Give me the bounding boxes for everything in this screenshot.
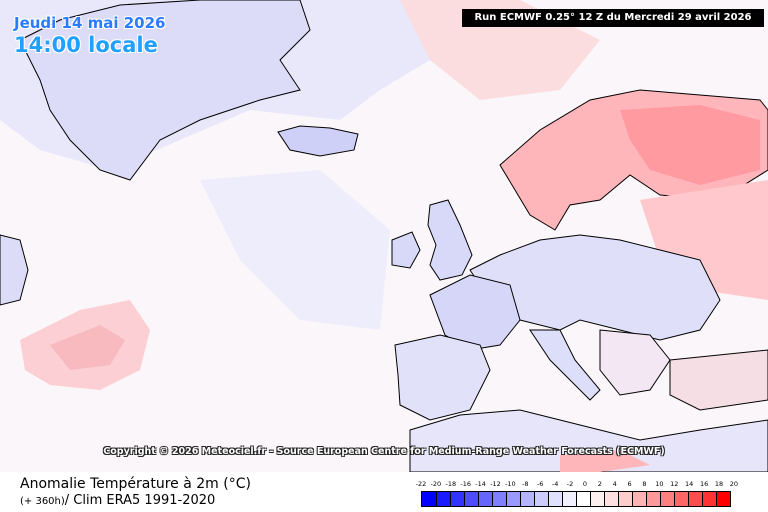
legend-swatch <box>464 492 478 506</box>
legend-label: -18 <box>445 480 457 488</box>
legend-label: 16 <box>699 480 709 488</box>
north-africa <box>409 409 768 472</box>
legend-label: -16 <box>460 480 471 488</box>
legend-swatch <box>702 492 716 506</box>
central-europe <box>469 234 721 341</box>
iceland <box>277 125 359 157</box>
legend-label: -8 <box>522 480 529 488</box>
legend-swatch <box>534 492 548 506</box>
canada-coast <box>0 234 29 306</box>
color-legend <box>421 491 731 507</box>
legend-label: -10 <box>505 480 516 488</box>
legend-swatch <box>632 492 646 506</box>
iberia <box>394 334 491 421</box>
turkey <box>669 349 768 411</box>
legend-label: -4 <box>551 480 559 488</box>
forecast-range: (+ 360h) <box>20 496 65 507</box>
legend-swatch <box>576 492 590 506</box>
legend-labels: -22 -20 -18 -16 -14 -12 -10 -8 -6 -4 -2 0 2 4 6 8 10 12 14… <box>416 480 746 490</box>
legend-label: -22 <box>415 480 427 488</box>
warm-area-east <box>640 180 768 300</box>
legend-label: 6 <box>627 480 632 488</box>
legend-swatch <box>562 492 576 506</box>
cool-area-atlantic-mid <box>200 170 390 330</box>
greenland <box>19 0 311 181</box>
map-subtitle: (+ 360h)/ Clim ERA5 1991-2020 <box>20 493 215 508</box>
legend-swatch <box>436 492 450 506</box>
legend-label: 14 <box>685 480 694 488</box>
forecast-time: 14:00 locale <box>14 33 158 57</box>
legend-label: 2 <box>597 480 602 488</box>
forecast-date: Jeudi 14 mai 2026 <box>14 14 166 32</box>
legend-label: -14 <box>475 480 486 488</box>
legend-swatch <box>646 492 660 506</box>
ireland <box>391 231 421 269</box>
legend-swatch <box>478 492 492 506</box>
legend-label: -2 <box>566 480 574 488</box>
legend-swatch <box>548 492 562 506</box>
italy <box>529 329 601 401</box>
warm-area-libya <box>560 450 650 472</box>
legend-label: 8 <box>642 480 647 488</box>
legend-swatch <box>660 492 674 506</box>
balkans <box>599 329 671 396</box>
legend-swatch <box>688 492 702 506</box>
run-info: Run ECMWF 0.25° 12 Z du Mercredi 29 avri… <box>462 9 764 27</box>
legend-label: 20 <box>729 480 739 488</box>
warm-core-atlantic <box>50 325 125 370</box>
legend-swatch <box>618 492 632 506</box>
copyright-text: Copyright © 2026 Meteociel.fr - Source E… <box>103 446 665 457</box>
legend-swatch <box>492 492 506 506</box>
legend-label: -12 <box>490 480 501 488</box>
legend-swatch <box>520 492 534 506</box>
legend-label: -6 <box>536 480 544 488</box>
legend-swatch <box>506 492 520 506</box>
legend-label: 4 <box>612 480 617 488</box>
legend-label: 10 <box>655 480 664 488</box>
map-title: Anomalie Température à 2m (°C) <box>20 476 251 492</box>
legend-swatch <box>590 492 604 506</box>
legend-label: 0 <box>582 480 587 488</box>
legend-label: 18 <box>714 480 724 488</box>
legend-label: 12 <box>670 480 679 488</box>
legend-label: -20 <box>430 480 442 488</box>
great-britain <box>427 199 473 281</box>
climatology-label: / Clim ERA5 1991-2020 <box>64 493 216 508</box>
anomaly-map <box>0 0 768 472</box>
legend-swatch <box>716 492 730 506</box>
legend-swatch <box>604 492 618 506</box>
legend-swatch <box>422 492 436 506</box>
legend-swatch <box>450 492 464 506</box>
legend-swatch <box>674 492 688 506</box>
warm-core-finland <box>620 105 760 185</box>
